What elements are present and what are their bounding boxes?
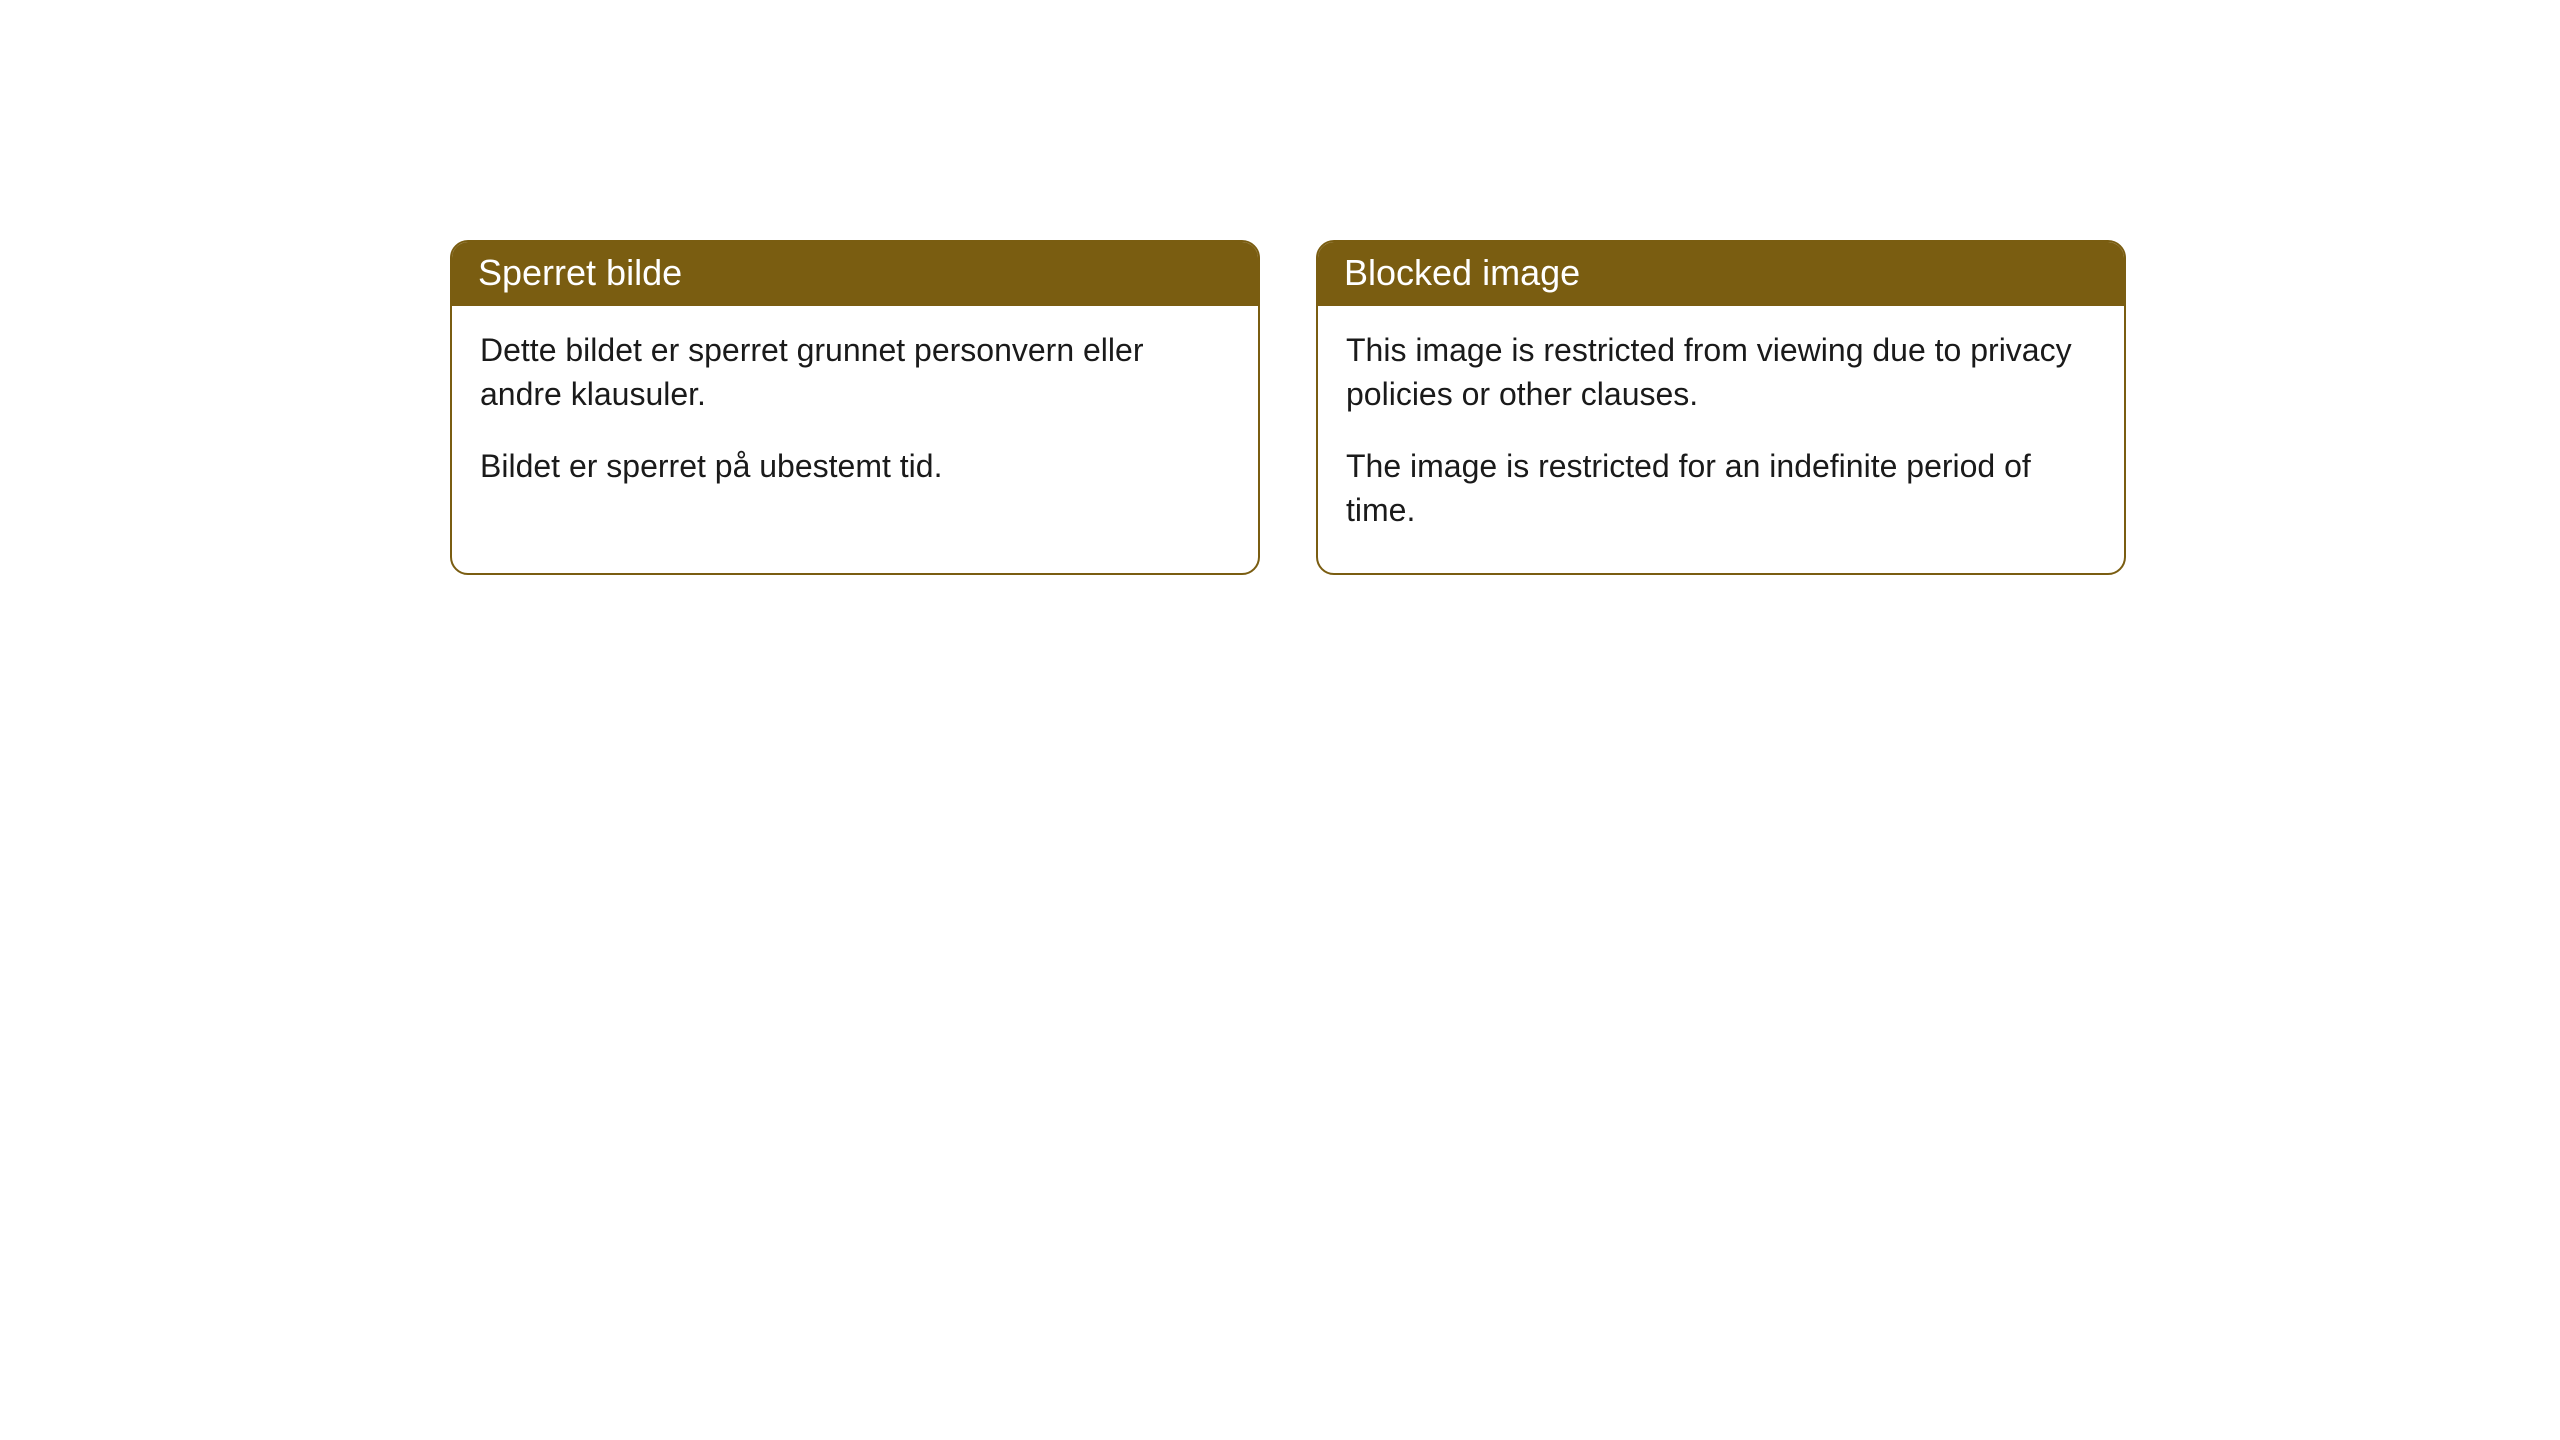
card-body: Dette bildet er sperret grunnet personve… (452, 306, 1258, 528)
card-paragraph-1: This image is restricted from viewing du… (1346, 328, 2096, 416)
card-paragraph-2: The image is restricted for an indefinit… (1346, 444, 2096, 532)
card-title: Blocked image (1344, 252, 1580, 293)
notice-container: Sperret bilde Dette bildet er sperret gr… (0, 0, 2560, 575)
notice-card-norwegian: Sperret bilde Dette bildet er sperret gr… (450, 240, 1260, 575)
card-body: This image is restricted from viewing du… (1318, 306, 2124, 573)
card-paragraph-2: Bildet er sperret på ubestemt tid. (480, 444, 1230, 488)
card-header: Blocked image (1318, 242, 2124, 306)
notice-card-english: Blocked image This image is restricted f… (1316, 240, 2126, 575)
card-header: Sperret bilde (452, 242, 1258, 306)
card-paragraph-1: Dette bildet er sperret grunnet personve… (480, 328, 1230, 416)
card-title: Sperret bilde (478, 252, 682, 293)
